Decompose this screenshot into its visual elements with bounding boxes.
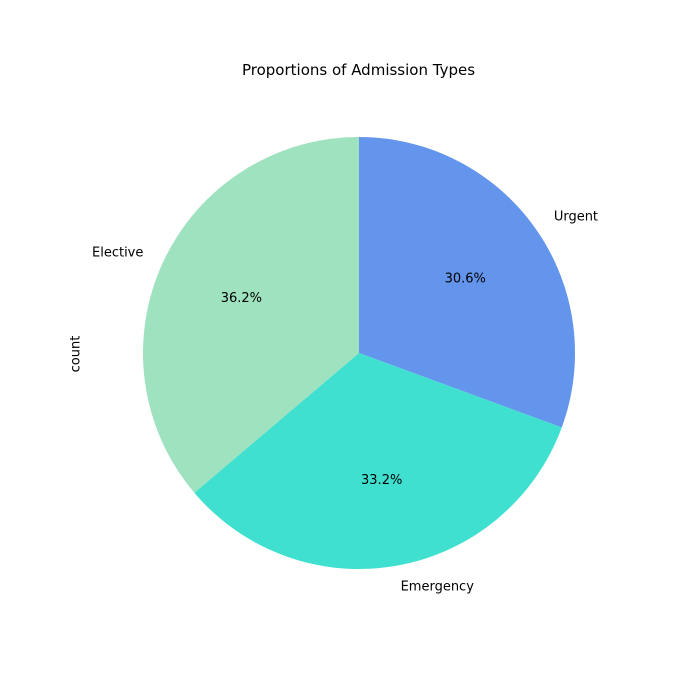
slice-percent-urgent: 30.6% (445, 271, 486, 286)
slice-label-emergency: Emergency (401, 579, 475, 594)
slice-label-elective: Elective (92, 246, 143, 261)
slice-percent-emergency: 33.2% (361, 473, 402, 488)
slice-percent-elective: 36.2% (221, 291, 262, 306)
slice-label-urgent: Urgent (554, 209, 598, 224)
pie-slice-emergency (194, 353, 562, 569)
pie-slice-urgent (359, 137, 575, 428)
pie-slice-elective (143, 137, 359, 493)
chart-title: Proportions of Admission Types (241, 61, 476, 79)
